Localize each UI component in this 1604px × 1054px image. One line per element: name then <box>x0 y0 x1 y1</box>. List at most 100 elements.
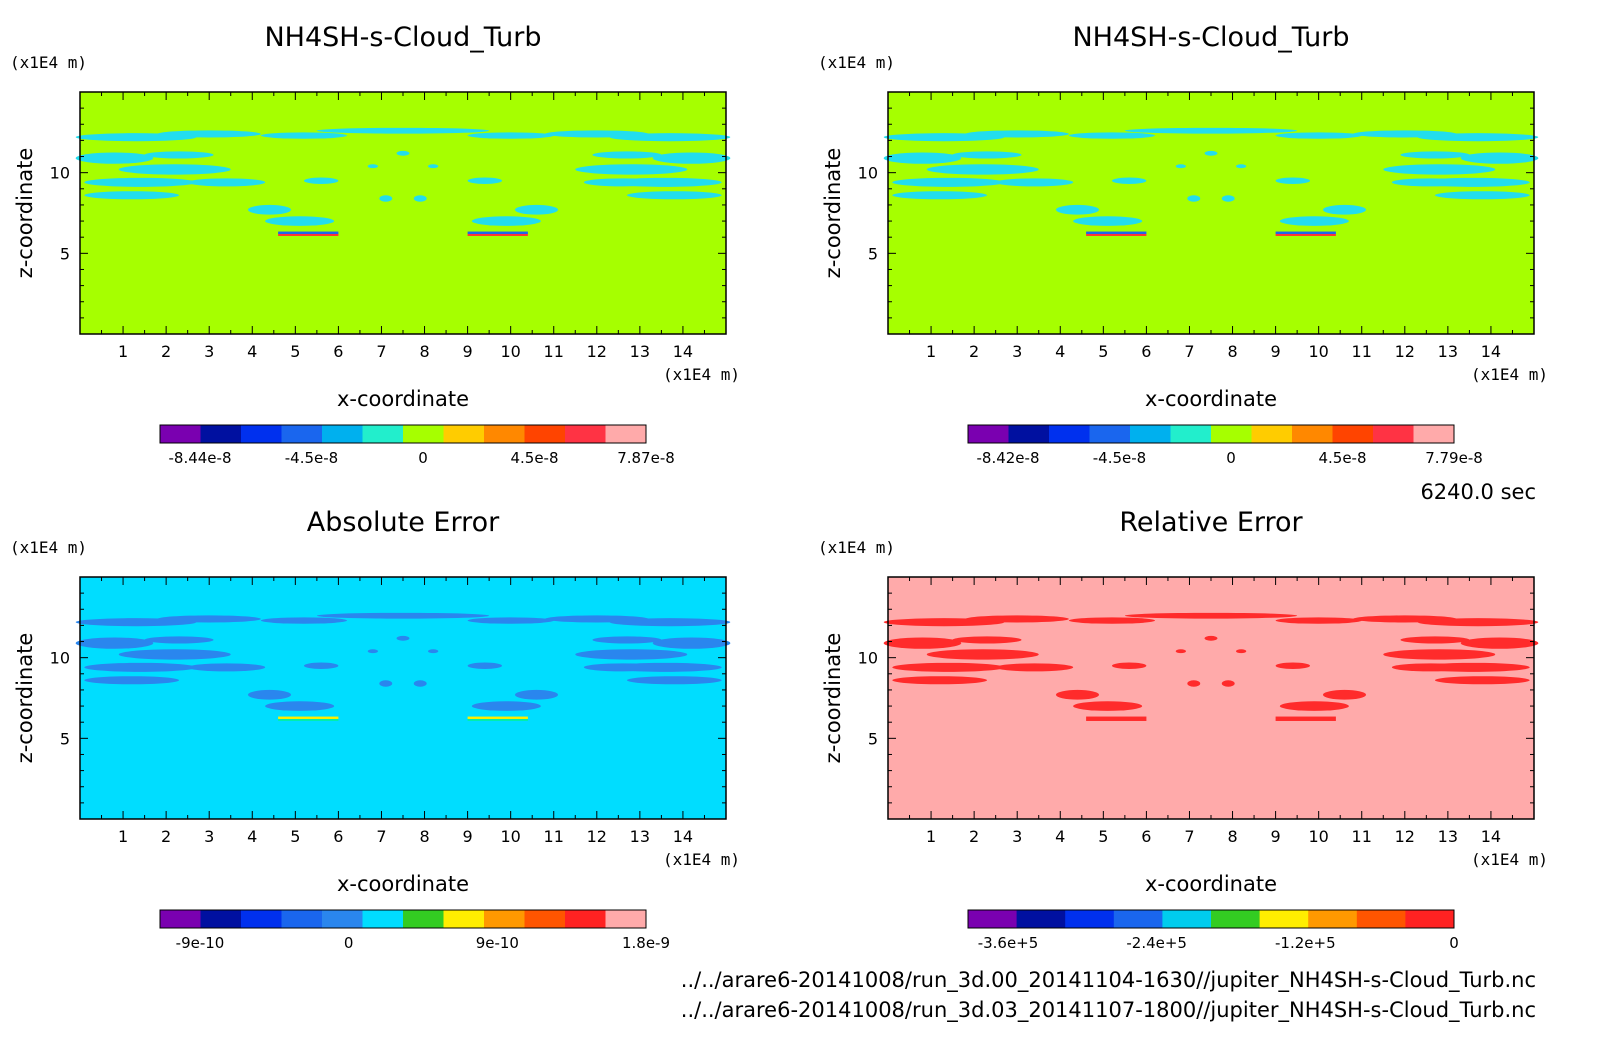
contour-region <box>187 178 266 187</box>
contour-region <box>1235 649 1247 654</box>
contour-region <box>1400 636 1470 644</box>
contour-region <box>883 152 962 164</box>
colorbar-swatch <box>322 425 363 443</box>
colorbar-swatch <box>1016 910 1066 928</box>
x-tick-label: 9 <box>1271 827 1281 846</box>
y-tick-label: 10 <box>858 164 878 183</box>
contour-region <box>1322 204 1367 215</box>
contour-region <box>626 191 722 200</box>
contour-region <box>1204 635 1218 641</box>
colorbar-swatch <box>1162 910 1212 928</box>
contour-region <box>652 637 731 649</box>
y-tick-label: 5 <box>60 729 70 748</box>
colorbar-label: -1.2e+5 <box>1275 934 1336 952</box>
colorbar-swatch <box>362 425 404 443</box>
y-tick-label: 10 <box>50 164 70 183</box>
x-unit-label: (x1E4 m) <box>663 365 740 384</box>
contour-region <box>84 662 197 672</box>
x-tick-label: 5 <box>290 342 300 361</box>
y-tick-label: 5 <box>868 244 878 263</box>
panel-title: NH4SH-s-Cloud_Turb <box>1072 22 1349 53</box>
contour-region <box>892 191 988 200</box>
colorbar-label: -8.42e-8 <box>977 449 1040 467</box>
contour-region <box>1055 204 1100 215</box>
contour-region <box>514 204 559 215</box>
contour-region <box>952 151 1022 159</box>
contour-region <box>427 649 439 654</box>
colorbar-label: -9e-10 <box>176 934 225 952</box>
panel-title: NH4SH-s-Cloud_Turb <box>264 22 541 53</box>
colorbar-label: -8.44e-8 <box>169 449 232 467</box>
contour-region <box>626 676 722 685</box>
contour-region <box>1279 701 1349 711</box>
contour-region <box>467 177 503 184</box>
x-tick-label: 8 <box>1227 827 1237 846</box>
contour-region <box>1124 127 1298 134</box>
colorbar-swatch <box>362 910 404 928</box>
contour-region <box>995 178 1074 187</box>
x-tick-label: 11 <box>544 342 564 361</box>
x-tick-label: 14 <box>673 827 693 846</box>
contour-region <box>84 676 180 685</box>
contour-layer <box>278 231 339 235</box>
colorbar-swatch <box>1413 425 1455 443</box>
contour-region <box>316 612 490 619</box>
colorbar-label: 0 <box>1226 449 1236 467</box>
colorbar-frame <box>159 424 647 444</box>
x-tick-label: 12 <box>587 827 607 846</box>
colorbar-swatch <box>484 910 525 928</box>
contour-region <box>1279 216 1349 226</box>
contour-region <box>1124 612 1298 619</box>
contour-region <box>609 662 722 672</box>
colorbar-swatch <box>200 910 242 928</box>
x-tick-label: 8 <box>419 342 429 361</box>
x-tick-label: 3 <box>1012 342 1022 361</box>
colorbar-label: -3.6e+5 <box>978 934 1039 952</box>
colorbar-swatch <box>1332 425 1374 443</box>
contour-region <box>883 637 962 649</box>
contour-region <box>413 680 427 687</box>
contour-region <box>379 680 393 687</box>
colorbar-swatch <box>443 910 485 928</box>
x-tick-label: 4 <box>1055 827 1065 846</box>
colorbar-swatch <box>241 425 282 443</box>
y-unit-label: (x1E4 m) <box>818 538 895 557</box>
colorbar-swatch <box>1308 910 1358 928</box>
footer-file-2: ../../arare6-20141008/run_3d.03_20141107… <box>680 998 1536 1022</box>
y-unit-label: (x1E4 m) <box>10 53 87 72</box>
x-axis-label: x-coordinate <box>337 387 469 411</box>
x-axis-label: x-coordinate <box>1145 872 1277 896</box>
colorbar-swatch <box>605 425 647 443</box>
x-tick-label: 4 <box>1055 342 1065 361</box>
x-tick-label: 8 <box>419 827 429 846</box>
colorbar-swatch <box>605 910 647 928</box>
contour-region <box>265 701 335 711</box>
contour-region <box>1417 133 1539 142</box>
contour-region <box>575 164 688 175</box>
colorbar-swatch <box>200 425 242 443</box>
colorbar-swatch <box>968 910 1018 928</box>
x-axis-label: x-coordinate <box>1145 387 1277 411</box>
x-tick-label: 10 <box>1308 342 1328 361</box>
contour-region <box>1275 132 1362 139</box>
footer-file-1: ../../arare6-20141008/run_3d.00_20141104… <box>680 968 1536 992</box>
contour-region <box>926 649 1039 660</box>
colorbar-label: 9e-10 <box>476 934 519 952</box>
x-tick-label: 9 <box>463 342 473 361</box>
colorbar-swatch <box>403 910 444 928</box>
x-tick-label: 6 <box>333 342 343 361</box>
contour-region <box>187 663 266 672</box>
y-axis-label: z-coordinate <box>821 633 845 764</box>
x-tick-label: 2 <box>969 342 979 361</box>
contour-region <box>157 130 261 138</box>
contour-layer <box>467 233 528 236</box>
x-tick-label: 7 <box>1184 342 1194 361</box>
contour-region <box>1383 164 1496 175</box>
contour-layer <box>467 231 528 235</box>
x-tick-label: 1 <box>926 827 936 846</box>
contour-region <box>1400 151 1470 159</box>
y-tick-label: 5 <box>868 729 878 748</box>
colorbar-swatch <box>1130 425 1171 443</box>
x-unit-label: (x1E4 m) <box>1471 365 1548 384</box>
time-label: 6240.0 sec <box>1420 480 1536 504</box>
